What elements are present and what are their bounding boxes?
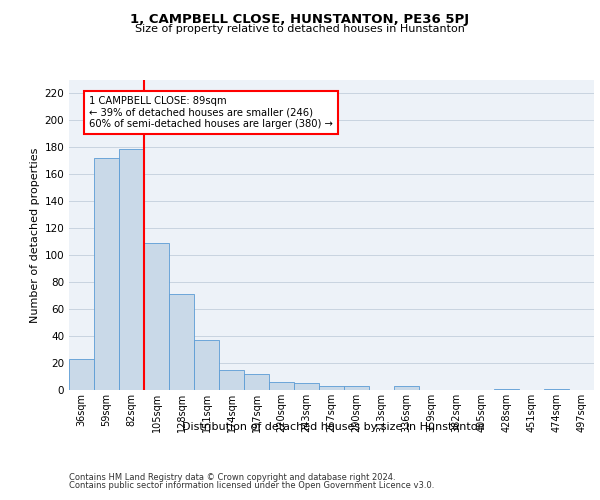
Y-axis label: Number of detached properties: Number of detached properties	[30, 148, 40, 322]
Text: Distribution of detached houses by size in Hunstanton: Distribution of detached houses by size …	[182, 422, 484, 432]
Bar	[69, 359, 94, 390]
Bar	[344, 386, 369, 390]
Bar	[119, 148, 144, 390]
Text: Size of property relative to detached houses in Hunstanton: Size of property relative to detached ho…	[135, 24, 465, 34]
Bar	[244, 374, 269, 390]
Bar	[269, 382, 294, 390]
Text: Contains public sector information licensed under the Open Government Licence v3: Contains public sector information licen…	[69, 481, 434, 490]
Text: 1, CAMPBELL CLOSE, HUNSTANTON, PE36 5PJ: 1, CAMPBELL CLOSE, HUNSTANTON, PE36 5PJ	[130, 12, 470, 26]
Bar	[144, 243, 169, 390]
Bar	[169, 294, 194, 390]
Bar	[94, 158, 119, 390]
Text: Contains HM Land Registry data © Crown copyright and database right 2024.: Contains HM Land Registry data © Crown c…	[69, 472, 395, 482]
Bar	[194, 340, 219, 390]
Bar	[294, 384, 319, 390]
Bar	[494, 388, 519, 390]
Text: 1 CAMPBELL CLOSE: 89sqm
← 39% of detached houses are smaller (246)
60% of semi-d: 1 CAMPBELL CLOSE: 89sqm ← 39% of detache…	[89, 96, 333, 130]
Bar	[394, 386, 419, 390]
Bar	[219, 370, 244, 390]
Bar	[544, 388, 569, 390]
Bar	[319, 386, 344, 390]
